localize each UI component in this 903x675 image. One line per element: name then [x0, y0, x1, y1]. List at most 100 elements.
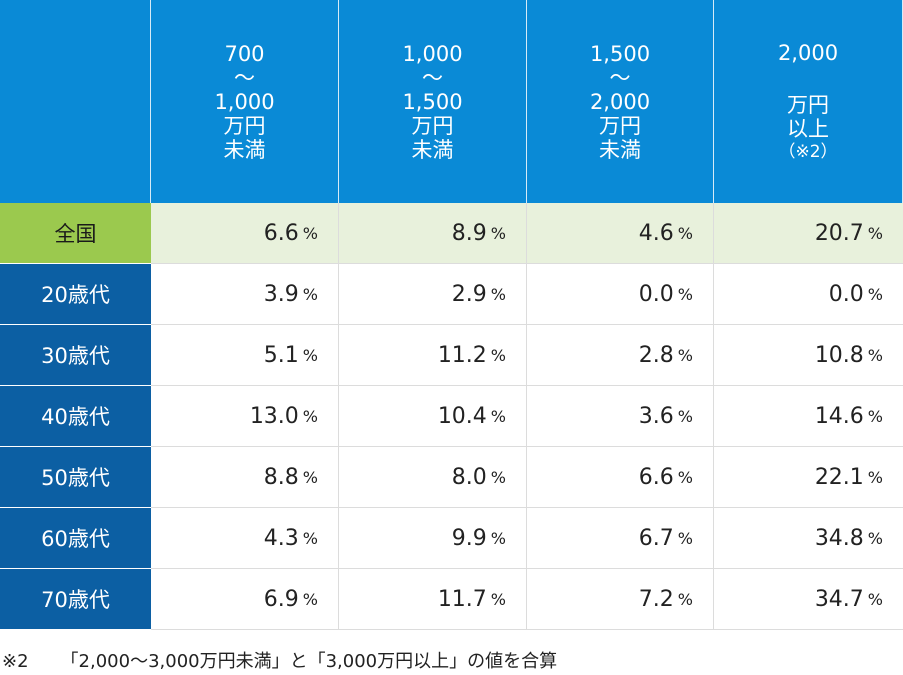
table-cell: 6.6%: [527, 447, 714, 508]
footnote-text: 「2,000〜3,000万円未満」と「3,000万円以上」の値を合算: [60, 651, 558, 672]
cell-value: 8.0: [451, 464, 487, 490]
cell-value: 6.7: [638, 525, 674, 551]
percent-unit: %: [302, 345, 318, 365]
percent-unit: %: [677, 467, 693, 487]
header-range-from: 1,000: [402, 41, 463, 66]
header-unit: 万円: [787, 92, 829, 117]
footnote: ※2 「2,000〜3,000万円未満」と「3,000万円以上」の値を合算: [2, 647, 557, 673]
table-cell: 4.6%: [527, 203, 714, 264]
header-col-4: 2,000 万円 以上 （※2）: [714, 0, 903, 203]
table-cell: 6.9%: [151, 569, 339, 630]
cell-value: 4.6: [638, 220, 674, 246]
percent-unit: %: [490, 284, 506, 304]
row-label-age-group: 50歳代: [0, 447, 151, 508]
percent-unit: %: [677, 406, 693, 426]
header-range-from: 2,000: [777, 40, 839, 65]
percent-unit: %: [867, 467, 883, 487]
header-range-to: 1,500: [402, 89, 463, 114]
percent-unit: %: [302, 528, 318, 548]
table-cell: 10.8%: [714, 325, 903, 386]
cell-value: 20.7: [814, 220, 864, 246]
percent-unit: %: [490, 589, 506, 609]
header-range-from: 1,500: [589, 41, 651, 66]
header-unit: 万円: [223, 113, 266, 138]
table-cell: 22.1%: [714, 447, 903, 508]
header-col-1: 700 〜 1,000 万円 未満: [151, 0, 339, 203]
cell-value: 0.0: [828, 281, 864, 307]
cell-value: 6.6: [263, 220, 299, 246]
table-cell: 3.6%: [527, 386, 714, 447]
cell-value: 2.8: [638, 342, 674, 368]
cell-value: 8.8: [263, 464, 299, 490]
table-cell: 11.2%: [339, 325, 527, 386]
table-cell: 2.9%: [339, 264, 527, 325]
header-range-to: 1,000: [214, 89, 275, 114]
header-note: （※2）: [778, 141, 838, 162]
percent-unit: %: [302, 589, 318, 609]
percent-unit: %: [490, 467, 506, 487]
percent-unit: %: [867, 284, 883, 304]
percent-unit: %: [677, 284, 693, 304]
header-range-sep: 〜: [422, 65, 443, 90]
percent-unit: %: [490, 345, 506, 365]
header-range-from: 700: [224, 41, 265, 66]
percent-unit: %: [302, 284, 318, 304]
cell-value: 2.9: [451, 281, 487, 307]
header-suffix: 未満: [411, 137, 454, 162]
table-cell: 3.9%: [151, 264, 339, 325]
table-cell: 5.1%: [151, 325, 339, 386]
table-cell: 8.0%: [339, 447, 527, 508]
cell-value: 4.3: [263, 525, 299, 551]
cell-value: 10.8: [814, 342, 864, 368]
percent-unit: %: [302, 406, 318, 426]
cell-value: 34.8: [814, 525, 864, 551]
percent-unit: %: [867, 223, 883, 243]
cell-value: 3.6: [638, 403, 674, 429]
row-label-age-group: 40歳代: [0, 386, 151, 447]
cell-value: 6.6: [638, 464, 674, 490]
percent-unit: %: [490, 406, 506, 426]
row-label-age-group: 60歳代: [0, 508, 151, 569]
table-cell: 13.0%: [151, 386, 339, 447]
table-cell: 6.7%: [527, 508, 714, 569]
header-range-to: 2,000: [589, 89, 651, 114]
table-cell: 14.6%: [714, 386, 903, 447]
header-unit: 万円: [411, 113, 454, 138]
table-cell: 10.4%: [339, 386, 527, 447]
header-unit: 万円: [599, 113, 641, 138]
cell-value: 5.1: [263, 342, 299, 368]
header-col-3: 1,500 〜 2,000 万円 未満: [527, 0, 714, 203]
row-label-age-group: 30歳代: [0, 325, 151, 386]
cell-value: 6.9: [263, 586, 299, 612]
table-cell: 11.7%: [339, 569, 527, 630]
cell-value: 11.2: [437, 342, 487, 368]
table-cell: 7.2%: [527, 569, 714, 630]
table-cell: 6.6%: [151, 203, 339, 264]
percent-unit: %: [677, 345, 693, 365]
table-cell: 4.3%: [151, 508, 339, 569]
table-cell: 34.7%: [714, 569, 903, 630]
cell-value: 7.2: [638, 586, 674, 612]
percent-unit: %: [867, 406, 883, 426]
table-cell: 8.9%: [339, 203, 527, 264]
cell-value: 0.0: [638, 281, 674, 307]
header-corner-cell: [0, 0, 151, 203]
cell-value: 34.7: [814, 586, 864, 612]
percent-unit: %: [302, 223, 318, 243]
table-cell: 9.9%: [339, 508, 527, 569]
cell-value: 9.9: [451, 525, 487, 551]
cell-value: 8.9: [451, 220, 487, 246]
percent-unit: %: [867, 589, 883, 609]
row-label-age-group: 70歳代: [0, 569, 151, 630]
percent-unit: %: [867, 345, 883, 365]
cell-value: 14.6: [814, 403, 864, 429]
cell-value: 13.0: [249, 403, 299, 429]
percent-unit: %: [677, 589, 693, 609]
header-suffix: 未満: [223, 137, 266, 162]
table-cell: 34.8%: [714, 508, 903, 569]
header-suffix: 未満: [599, 137, 641, 162]
footnote-mark: ※2: [2, 651, 29, 672]
table-cell: 0.0%: [527, 264, 714, 325]
percent-unit: %: [677, 223, 693, 243]
percent-unit: %: [677, 528, 693, 548]
